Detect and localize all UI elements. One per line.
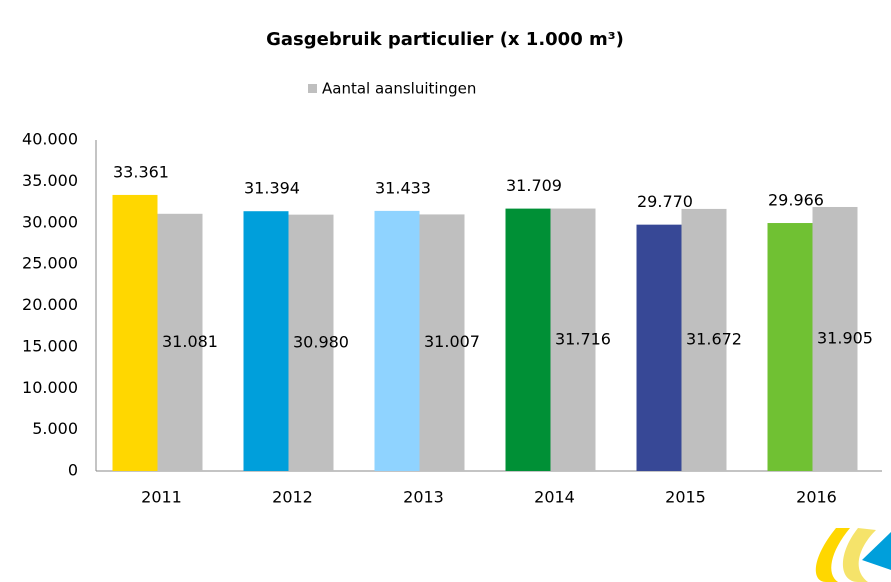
x-tick-label: 2012 — [272, 488, 313, 507]
logo — [815, 528, 891, 582]
y-tick-label: 25.000 — [22, 254, 78, 273]
bar — [288, 214, 334, 471]
data-label: 31.007 — [424, 332, 480, 351]
bar — [767, 223, 813, 471]
y-tick-label: 20.000 — [22, 295, 78, 314]
x-tick-label: 2013 — [403, 488, 444, 507]
bar — [112, 194, 158, 471]
data-label: 29.966 — [768, 191, 824, 210]
y-tick-label: 30.000 — [22, 212, 78, 231]
x-tick-label: 2011 — [141, 488, 182, 507]
bar — [243, 211, 289, 471]
bar — [374, 210, 420, 472]
x-tick-label: 2015 — [665, 488, 706, 507]
data-label: 31.394 — [244, 179, 300, 198]
data-label: 30.980 — [293, 332, 349, 351]
y-tick-label: 0 — [68, 461, 78, 480]
legend-label: Aantal aansluitingen — [322, 80, 476, 98]
data-label: 31.672 — [686, 329, 742, 348]
x-tick-label: 2016 — [796, 488, 837, 507]
y-tick-label: 5.000 — [32, 419, 78, 438]
data-label: 31.433 — [375, 178, 431, 197]
data-label: 29.770 — [637, 192, 693, 211]
chart-title: Gasgebruik particulier (x 1.000 m³) — [266, 29, 624, 50]
data-label: 31.709 — [506, 176, 562, 195]
bar — [550, 208, 596, 471]
data-label: 31.081 — [162, 332, 218, 351]
data-label: 31.716 — [555, 329, 611, 348]
y-tick-label: 40.000 — [22, 130, 78, 149]
data-label: 31.905 — [817, 328, 873, 347]
data-label: 33.361 — [113, 162, 169, 181]
y-tick-label: 10.000 — [22, 378, 78, 397]
bar — [812, 206, 858, 471]
bar — [636, 224, 682, 471]
bar — [681, 208, 727, 472]
y-tick-label: 15.000 — [22, 336, 78, 355]
legend-swatch — [308, 84, 317, 93]
x-tick-label: 2014 — [534, 488, 575, 507]
bar — [505, 208, 551, 471]
bar — [157, 213, 203, 471]
bar — [419, 214, 465, 472]
y-tick-label: 35.000 — [22, 171, 78, 190]
